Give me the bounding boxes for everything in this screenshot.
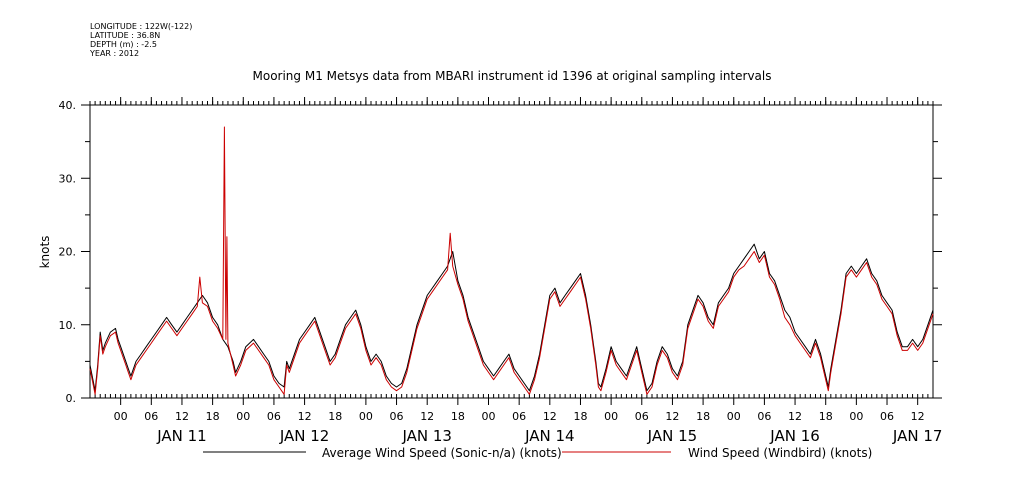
x-tick-label: 00 bbox=[114, 410, 128, 423]
depth-text: DEPTH (m) : -2.5 bbox=[90, 40, 157, 49]
x-tick-label: 06 bbox=[390, 410, 404, 423]
x-tick-label: 12 bbox=[911, 410, 925, 423]
x-tick-label: 18 bbox=[696, 410, 710, 423]
day-label: JAN 17 bbox=[892, 427, 943, 445]
x-tick-label: 18 bbox=[206, 410, 220, 423]
chart-title: Mooring M1 Metsys data from MBARI instru… bbox=[253, 69, 772, 83]
day-label: JAN 12 bbox=[279, 427, 330, 445]
series-windbird-wind-speed-line bbox=[89, 126, 934, 395]
series-average-wind-speed-line bbox=[89, 243, 934, 392]
y-tick-label: 10. bbox=[59, 319, 77, 332]
day-label: JAN 15 bbox=[647, 427, 698, 445]
axis-tick-labels: 00 06 12 18 00 06 12 18 00 06 12 18 00 06 12 18 00 06 12 18… bbox=[59, 99, 943, 445]
x-tick-label: 12 bbox=[665, 410, 679, 423]
x-tick-label: 18 bbox=[573, 410, 587, 423]
axis-ticks bbox=[81, 97, 942, 405]
x-tick-label: 12 bbox=[298, 410, 312, 423]
x-tick-label: 12 bbox=[175, 410, 189, 423]
day-label: JAN 11 bbox=[156, 427, 207, 445]
legend: Average Wind Speed (Sonic-n/a) (knots) Wi… bbox=[203, 446, 872, 460]
x-tick-label: 06 bbox=[512, 410, 526, 423]
year-text: YEAR : 2012 bbox=[90, 49, 140, 58]
x-tick-label: 18 bbox=[328, 410, 342, 423]
x-tick-label: 18 bbox=[819, 410, 833, 423]
x-tick-label: 00 bbox=[727, 410, 741, 423]
x-tick-label: 00 bbox=[604, 410, 618, 423]
y-tick-label: 0. bbox=[66, 392, 77, 405]
series-lines bbox=[89, 126, 934, 395]
legend-label: Average Wind Speed (Sonic-n/a) (knots) bbox=[322, 446, 562, 460]
plot-frame bbox=[89, 104, 934, 399]
y-axis-label: knots bbox=[38, 236, 52, 269]
x-tick-label: 00 bbox=[849, 410, 863, 423]
x-tick-label: 12 bbox=[420, 410, 434, 423]
x-tick-label: 00 bbox=[236, 410, 250, 423]
x-tick-label: 06 bbox=[757, 410, 771, 423]
y-tick-label: 20. bbox=[59, 246, 77, 259]
latitude-text: LATITUDE : 36.8N bbox=[90, 31, 161, 40]
day-label: JAN 14 bbox=[524, 427, 575, 445]
x-tick-label: 00 bbox=[482, 410, 496, 423]
y-tick-label: 30. bbox=[59, 172, 77, 185]
day-label: JAN 13 bbox=[401, 427, 452, 445]
day-label: JAN 16 bbox=[769, 427, 820, 445]
x-tick-label: 06 bbox=[144, 410, 158, 423]
legend-label: Wind Speed (Windbird) (knots) bbox=[688, 446, 872, 460]
x-tick-label: 18 bbox=[451, 410, 465, 423]
x-tick-label: 12 bbox=[543, 410, 557, 423]
x-tick-label: 06 bbox=[880, 410, 894, 423]
mooring-metadata: LONGITUDE : 122W(-122) LATITUDE : 36.8N … bbox=[90, 22, 192, 58]
x-tick-label: 06 bbox=[635, 410, 649, 423]
x-tick-label: 12 bbox=[788, 410, 802, 423]
x-tick-label: 06 bbox=[267, 410, 281, 423]
y-tick-label: 40. bbox=[59, 99, 77, 112]
x-tick-label: 00 bbox=[359, 410, 373, 423]
longitude-text: LONGITUDE : 122W(-122) bbox=[90, 22, 193, 31]
